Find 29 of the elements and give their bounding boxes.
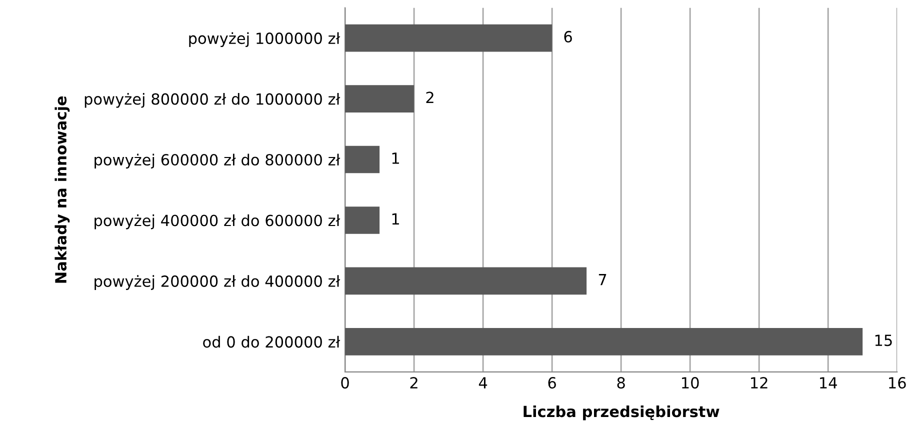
bar [345, 206, 380, 234]
x-tick-label: 0 [341, 377, 349, 389]
bar [345, 146, 380, 174]
data-label: 2 [426, 92, 434, 104]
y-tick-label: powyżej 800000 zł do 1000000 zł [84, 92, 340, 108]
y-tick-label: powyżej 200000 zł do 400000 zł [94, 275, 340, 290]
data-label: 6 [564, 30, 572, 42]
bar [345, 85, 414, 112]
x-axis-title: Liczba przedsiębiorstw [524, 405, 720, 420]
bar [345, 267, 587, 295]
data-label: 15 [875, 334, 892, 346]
y-tick-label: powyżej 1000000 zł [189, 32, 340, 48]
x-tick-label: 4 [478, 377, 488, 388]
x-tick-label: 16 [889, 377, 906, 389]
x-tick-label: 2 [410, 377, 418, 388]
x-tick-label: 10 [682, 377, 699, 389]
x-tick-label: 8 [617, 377, 625, 389]
data-label: 7 [598, 274, 606, 286]
y-tick-label: powyżej 600000 zł do 800000 zł [94, 154, 340, 168]
y-tick-label: od 0 do 200000 zł [203, 336, 340, 348]
x-tick-label: 14 [820, 377, 837, 388]
bar [345, 328, 863, 356]
y-tick-label: powyżej 400000 zł do 600000 zł [94, 214, 340, 230]
x-tick-label: 6 [548, 377, 556, 389]
x-tick-label: 12 [751, 377, 768, 388]
data-label: 1 [392, 213, 399, 224]
bar [345, 24, 552, 52]
y-axis-title: Nakłady na innowacje [54, 96, 70, 283]
data-label: 1 [392, 152, 399, 164]
